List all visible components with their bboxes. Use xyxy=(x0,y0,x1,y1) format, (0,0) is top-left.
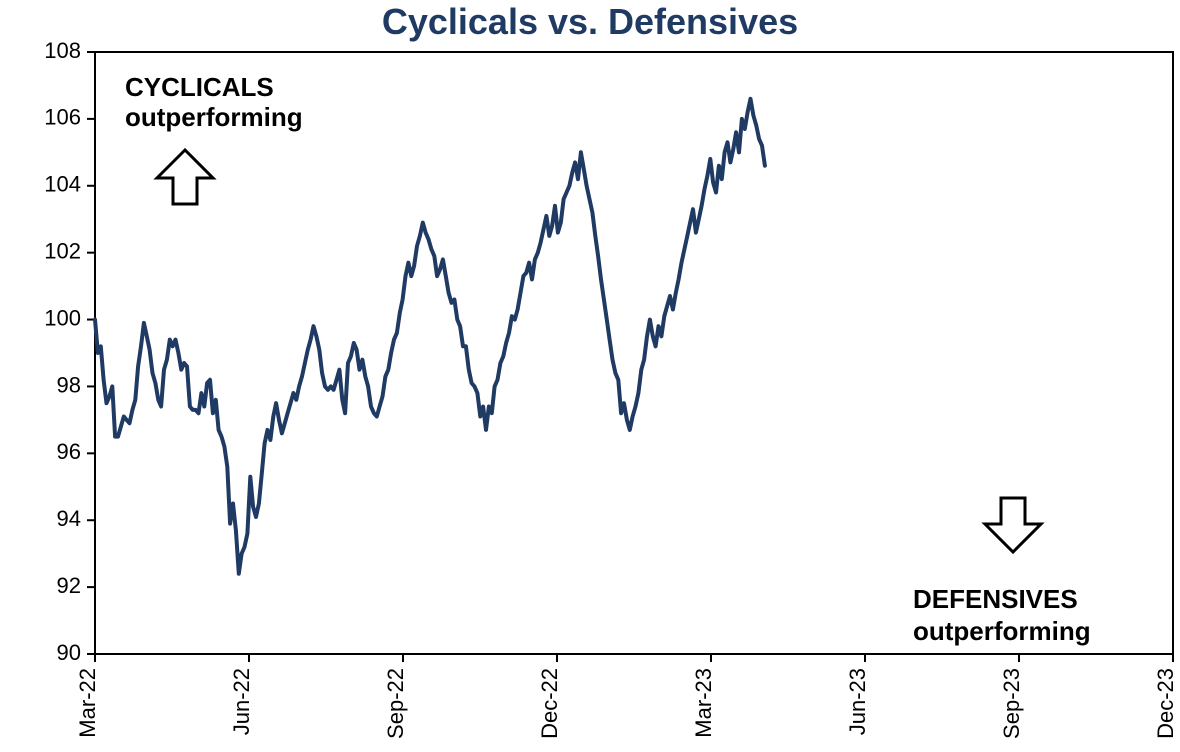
x-tick-label: Mar-22 xyxy=(75,668,100,738)
chart-svg: 9092949698100102104106108Mar-22Jun-22Sep… xyxy=(0,0,1180,752)
y-tick-label: 106 xyxy=(44,105,81,130)
y-tick-label: 94 xyxy=(57,506,81,531)
y-tick-label: 92 xyxy=(57,573,81,598)
annotation-label: outperforming xyxy=(125,102,303,132)
y-axis: 9092949698100102104106108 xyxy=(44,38,95,665)
annotation-label: CYCLICALS xyxy=(125,72,274,102)
annotation-label: DEFENSIVES xyxy=(913,584,1078,614)
x-tick-label: Dec-23 xyxy=(1153,668,1178,739)
y-tick-label: 104 xyxy=(44,172,81,197)
x-tick-label: Dec-22 xyxy=(537,668,562,739)
y-tick-label: 98 xyxy=(57,372,81,397)
x-tick-label: Mar-23 xyxy=(691,668,716,738)
x-tick-label: Sep-22 xyxy=(383,668,408,739)
x-axis: Mar-22 Jun-22 Sep-22 Dec-22 Mar-23 Jun-23 Sep-… xyxy=(75,654,1178,739)
y-tick-label: 102 xyxy=(44,238,81,263)
x-tick-label: Jun-23 xyxy=(845,668,870,735)
y-tick-label: 96 xyxy=(57,439,81,464)
x-tick-label: Jun-22 xyxy=(229,668,254,735)
chart-stage: Cyclicals vs. Defensives 90 92 94 96 98 100 10… xyxy=(0,0,1180,752)
y-tick-label: 90 xyxy=(57,640,81,665)
y-tick-label: 100 xyxy=(44,305,81,330)
chart-title: Cyclicals vs. Defensives xyxy=(0,0,1180,48)
annotation-label: outperforming xyxy=(913,616,1091,646)
x-tick-label: Sep-23 xyxy=(999,668,1024,739)
